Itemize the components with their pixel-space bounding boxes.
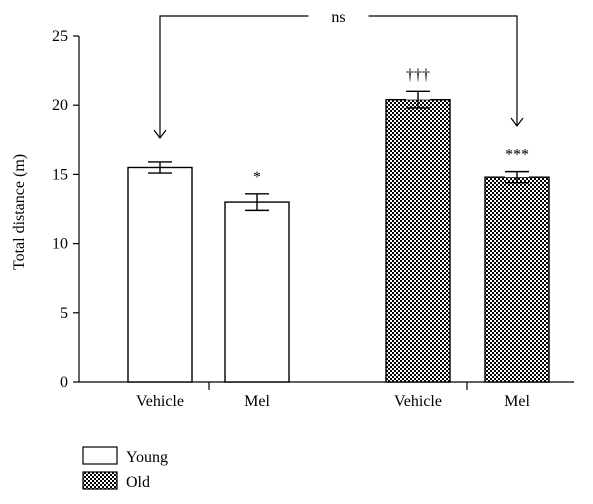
x-tick-label: Vehicle (394, 393, 442, 410)
bar (385, 98, 451, 383)
bar (484, 176, 550, 383)
significance-annotation: ††† (406, 66, 430, 83)
y-tick-label: 5 (60, 305, 68, 322)
comparison-bracket: ns (153, 9, 524, 139)
y-tick-label: 0 (60, 374, 68, 391)
y-tick-label: 25 (52, 28, 68, 45)
y-tick-label: 10 (52, 236, 68, 253)
significance-annotation: *** (505, 147, 529, 164)
axes: 0 5 10 15 20 25 Vehicle Mel Vehicle Mel (52, 28, 574, 410)
legend-label: Young (126, 449, 168, 466)
comparison-label: ns (331, 9, 345, 26)
legend-swatch (82, 446, 118, 465)
y-tick-label: 20 (52, 97, 68, 114)
arrow-head (153, 129, 167, 139)
x-tick-label: Mel (244, 393, 270, 410)
x-tick-label: Vehicle (136, 393, 184, 410)
significance-annotation: * (253, 169, 261, 186)
legend: Young Old (82, 446, 168, 491)
bar (224, 201, 290, 383)
bars (127, 90, 550, 383)
x-tick-label: Mel (504, 393, 530, 410)
y-tick-label: 15 (52, 166, 68, 183)
comparison-bracket-line (159, 15, 518, 138)
y-axis-label: Total distance (m) (11, 154, 28, 270)
bar (127, 166, 193, 383)
arrow-head (510, 117, 524, 127)
legend-label: Old (126, 474, 150, 491)
annotations: * ††† *** (253, 66, 529, 185)
legend-swatch (82, 471, 118, 490)
